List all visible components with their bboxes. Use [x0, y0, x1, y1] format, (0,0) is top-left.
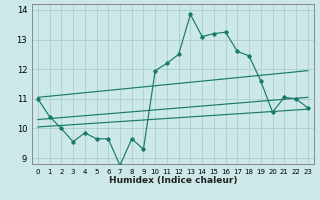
X-axis label: Humidex (Indice chaleur): Humidex (Indice chaleur)	[108, 176, 237, 185]
